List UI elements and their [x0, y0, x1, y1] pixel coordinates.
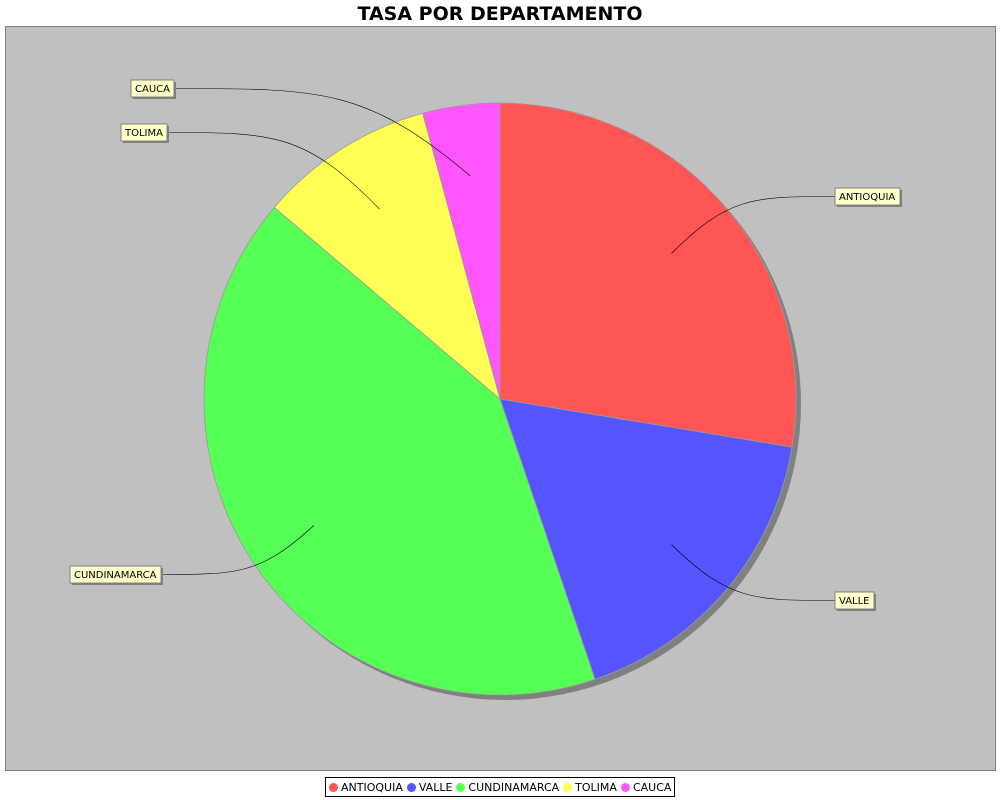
slice-label-antioquia: ANTIOQUIA [839, 192, 895, 203]
legend-label-tolima: TOLIMA [575, 780, 617, 794]
pie-slice-tolima [273, 112, 501, 401]
leader-line-cauca [173, 88, 471, 177]
slice-label-group-tolima: TOLIMA [120, 123, 169, 143]
leader-line-valle [671, 544, 836, 601]
slice-label-cauca: CAUCA [135, 84, 170, 95]
plot-area: ANTIOQUIA VALLE CUNDINAMARCA TOLIMA CAUCA [5, 26, 996, 771]
legend-label-antioquia: ANTIOQUIA [341, 780, 403, 794]
legend-swatch-cundinamarca [456, 782, 466, 792]
slice-label-group-antioquia: ANTIOQUIA [834, 187, 902, 207]
legend-swatch-tolima [563, 782, 573, 792]
pie-chart: ANTIOQUIA VALLE CUNDINAMARCA TOLIMA CAUCA [69, 79, 902, 700]
slice-label-group-cundinamarca: CUNDINAMARCA [69, 565, 163, 585]
slice-label-tolima: TOLIMA [124, 128, 163, 139]
legend-item-valle: VALLE [406, 780, 453, 794]
legend-item-cauca: CAUCA [620, 780, 672, 794]
slice-label-valle: VALLE [839, 596, 870, 607]
leader-line-antioquia [671, 196, 836, 254]
leader-line-tolima [166, 132, 380, 210]
pie-slice-valle [499, 398, 793, 680]
legend-item-cundinamarca: CUNDINAMARCA [456, 781, 559, 794]
legend-label-cauca: CAUCA [632, 780, 672, 794]
slice-label-group-valle: VALLE [834, 591, 876, 611]
chart-title: TASA POR DEPARTAMENTO [357, 3, 643, 25]
legend-swatch-antioquia [329, 782, 338, 792]
slice-label-box-cundinamarca [69, 565, 162, 584]
slice-label-box-tolima [120, 123, 168, 142]
legend-label-valle: VALLE [418, 780, 453, 794]
leader-line-cundinamarca [160, 525, 315, 575]
pie-slice-antioquia [499, 102, 797, 448]
legend-label-cundinamarca: CUNDINAMARCA [468, 780, 560, 794]
slice-label-box-antioquia [834, 187, 901, 206]
slice-label-cundinamarca: CUNDINAMARCA [74, 570, 157, 581]
slice-label-box-valle [834, 591, 875, 610]
legend-item-antioquia: ANTIOQUIA [329, 781, 403, 794]
legend-item-tolima: TOLIMA [563, 781, 617, 794]
legend-swatch-valle [406, 782, 416, 792]
slice-label-box-cauca [130, 79, 175, 98]
slice-label-group-cauca: CAUCA [130, 79, 176, 99]
legend-swatch-cauca [620, 782, 630, 792]
legend: ANTIOQUIA VALLE CUNDINAMARCA TOLIMA CAUCA [325, 777, 676, 797]
pie-slice-cauca [422, 102, 501, 400]
